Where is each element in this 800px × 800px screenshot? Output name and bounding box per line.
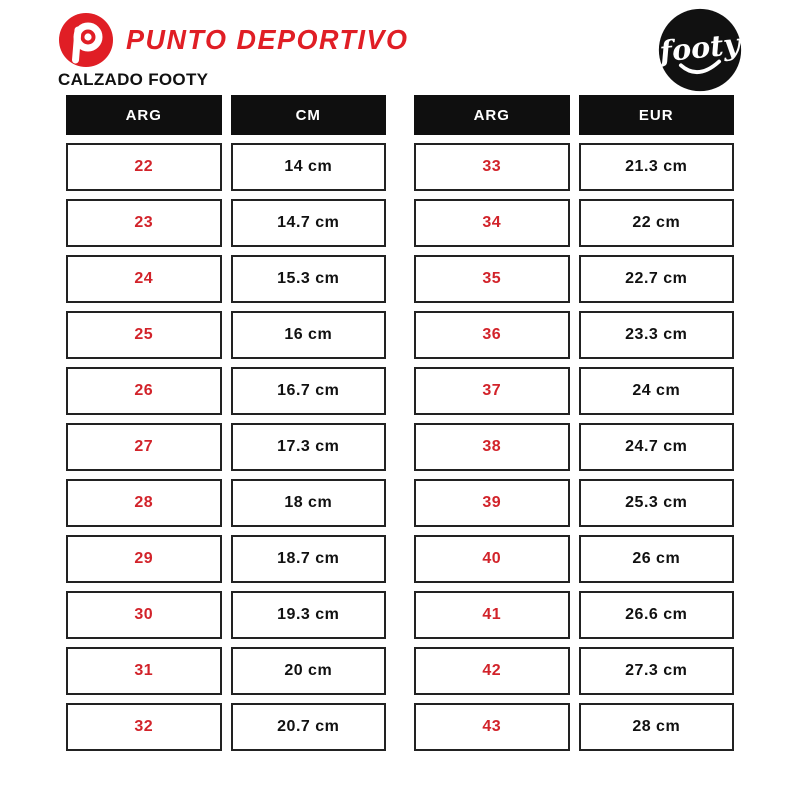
length-cm-cell: 16 cm	[230, 311, 386, 359]
header: PUNTO DEPORTIVO CALZADO FOOTY footy	[0, 8, 800, 95]
arg-size-cell: 37	[414, 367, 570, 415]
arg-size-cell: 24	[66, 255, 222, 303]
length-cm-cell: 14 cm	[230, 143, 386, 191]
column-header-arg: ARG	[66, 95, 222, 135]
arg-size-cell: 31	[66, 647, 222, 695]
brand-name: PUNTO DEPORTIVO	[126, 24, 409, 55]
column-header-cm: CM	[230, 95, 386, 135]
arg-size-cell: 32	[66, 703, 222, 751]
arg-size-cell: 33	[414, 143, 570, 191]
arg-size-cell: 38	[414, 423, 570, 471]
length-cm-cell: 18.7 cm	[230, 535, 386, 583]
arg-size-cell: 34	[414, 199, 570, 247]
length-cm-cell: 23.3 cm	[578, 311, 734, 359]
arg-size-cell: 27	[66, 423, 222, 471]
length-cm-cell: 17.3 cm	[230, 423, 386, 471]
length-cm-cell: 19.3 cm	[230, 591, 386, 639]
length-cm-cell: 28 cm	[578, 703, 734, 751]
arg-size-cell: 28	[66, 479, 222, 527]
size-table-eur: ARG EUR 33 21.3 cm 34 22 cm 35 22.7 cm 36 23.3 cm…	[414, 95, 734, 751]
length-cm-cell: 15.3 cm	[230, 255, 386, 303]
page-title: CALZADO FOOTY	[58, 70, 209, 89]
length-cm-cell: 22 cm	[578, 199, 734, 247]
punto-deportivo-logo-icon	[59, 13, 113, 67]
length-cm-cell: 16.7 cm	[230, 367, 386, 415]
arg-size-cell: 29	[66, 535, 222, 583]
arg-size-cell: 42	[414, 647, 570, 695]
length-cm-cell: 18 cm	[230, 479, 386, 527]
arg-size-cell: 26	[66, 367, 222, 415]
arg-size-cell: 40	[414, 535, 570, 583]
length-cm-cell: 24 cm	[578, 367, 734, 415]
brand-row: PUNTO DEPORTIVO	[58, 12, 409, 68]
arg-size-cell: 30	[66, 591, 222, 639]
arg-size-cell: 36	[414, 311, 570, 359]
length-cm-cell: 26.6 cm	[578, 591, 734, 639]
arg-size-cell: 25	[66, 311, 222, 359]
length-cm-cell: 14.7 cm	[230, 199, 386, 247]
arg-size-cell: 23	[66, 199, 222, 247]
length-cm-cell: 20.7 cm	[230, 703, 386, 751]
length-cm-cell: 26 cm	[578, 535, 734, 583]
length-cm-cell: 21.3 cm	[578, 143, 734, 191]
footy-logo-icon: footy	[656, 8, 744, 92]
arg-size-cell: 22	[66, 143, 222, 191]
length-cm-cell: 27.3 cm	[578, 647, 734, 695]
length-cm-cell: 24.7 cm	[578, 423, 734, 471]
length-cm-cell: 25.3 cm	[578, 479, 734, 527]
column-header-eur: EUR	[578, 95, 734, 135]
brand-block: PUNTO DEPORTIVO CALZADO FOOTY	[58, 12, 409, 90]
length-cm-cell: 22.7 cm	[578, 255, 734, 303]
size-table-cm: ARG CM 22 14 cm 23 14.7 cm 24 15.3 cm 25 16 cm 26 1…	[66, 95, 386, 751]
column-header-arg: ARG	[414, 95, 570, 135]
length-cm-cell: 20 cm	[230, 647, 386, 695]
arg-size-cell: 39	[414, 479, 570, 527]
arg-size-cell: 35	[414, 255, 570, 303]
tables-region: ARG CM 22 14 cm 23 14.7 cm 24 15.3 cm 25 16 cm 26 1…	[0, 95, 800, 751]
arg-size-cell: 41	[414, 591, 570, 639]
arg-size-cell: 43	[414, 703, 570, 751]
